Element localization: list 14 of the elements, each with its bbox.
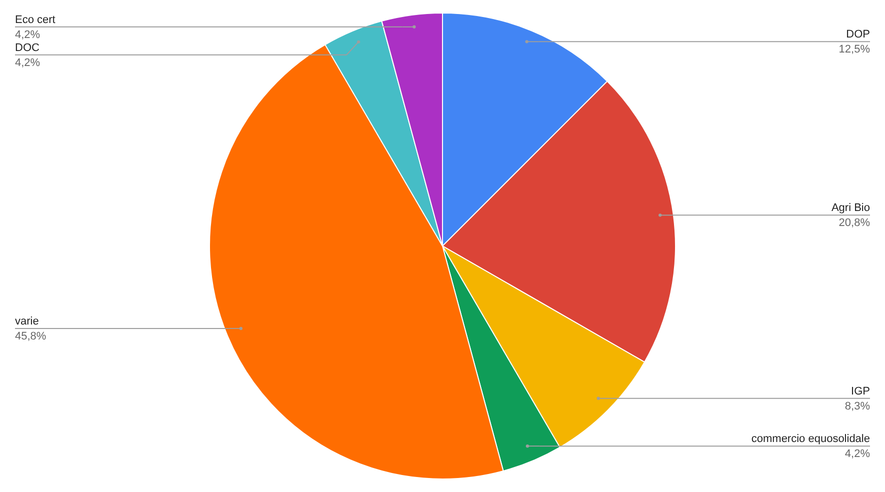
data-label: 45,8% — [15, 330, 46, 342]
slice-label: DOP — [846, 28, 870, 41]
slice-label: varie — [15, 315, 39, 328]
slice-label: Agri Bio — [831, 202, 870, 214]
data-label: 4,2% — [15, 56, 40, 69]
slice-label: DOC — [15, 42, 40, 54]
data-label: 20,8% — [838, 217, 870, 230]
slice-label: commercio equosolidale — [751, 433, 870, 446]
data-label: 4,2% — [844, 448, 870, 460]
slice-label: Eco cert — [15, 14, 56, 26]
data-label: 8,3% — [844, 400, 870, 412]
data-label: 12,5% — [838, 44, 870, 56]
data-label: 4,2% — [15, 28, 40, 41]
slice-label: IGP — [851, 385, 870, 398]
